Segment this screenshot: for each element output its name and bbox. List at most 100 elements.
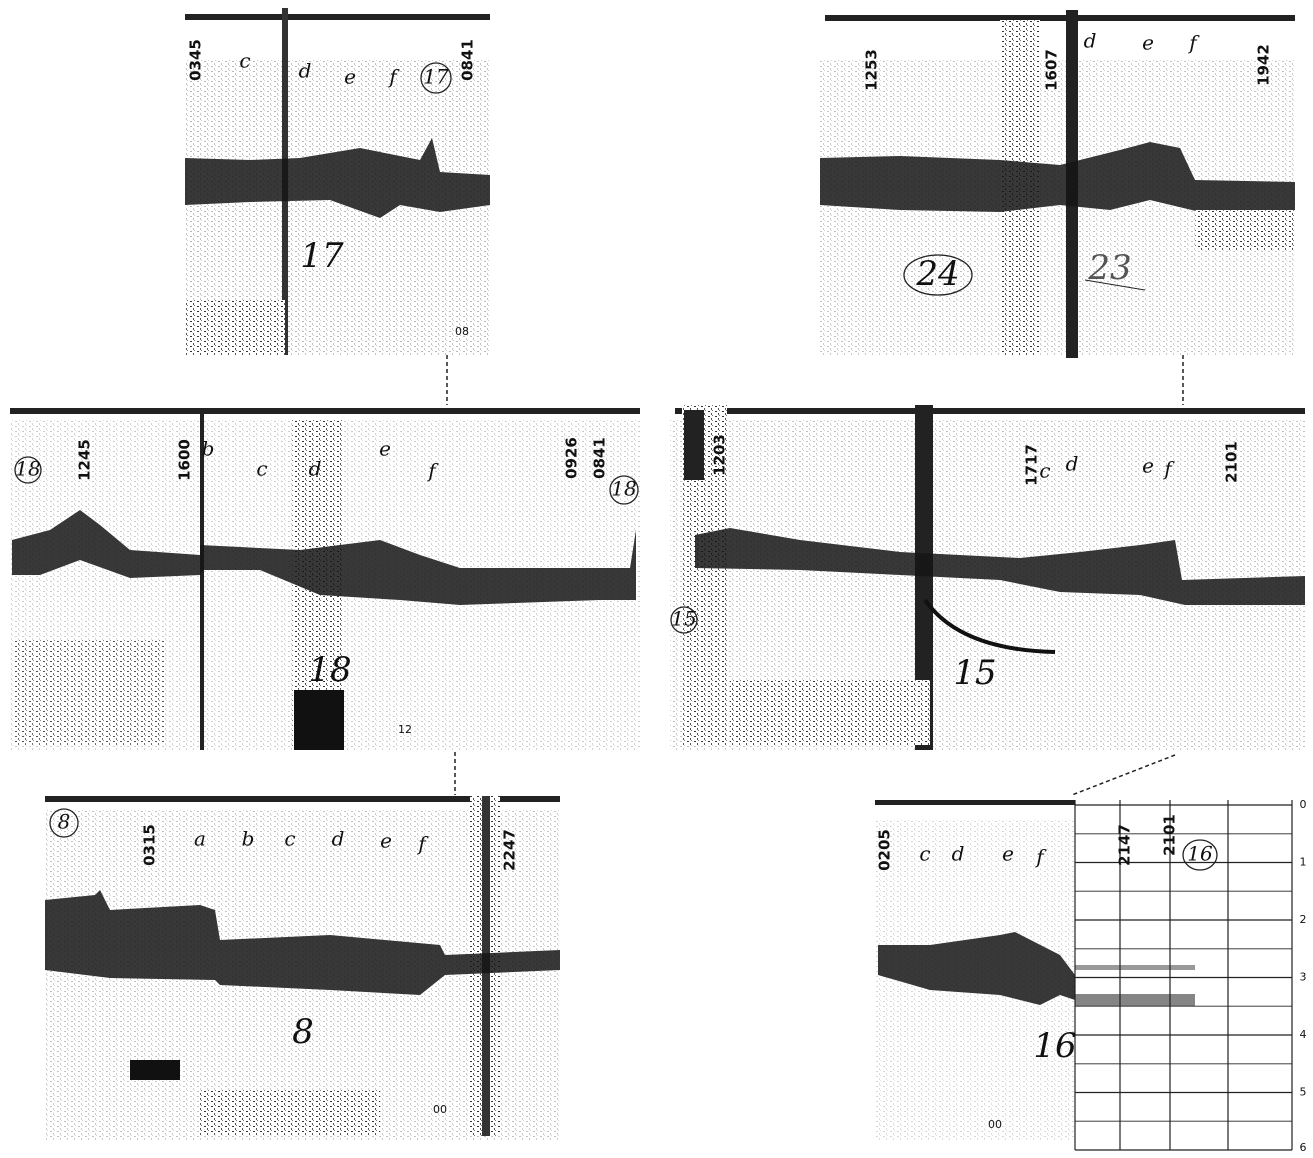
panel-circled-label: 8 <box>58 810 71 834</box>
reflector <box>1075 965 1195 970</box>
seafloor-reflector <box>878 932 1075 1005</box>
time-label: 2101 <box>1161 814 1179 856</box>
depth-label: 0 <box>1300 798 1307 811</box>
letter: e <box>379 437 391 461</box>
top-bar <box>10 408 640 414</box>
seafloor-reflector <box>12 510 636 605</box>
letter: c <box>239 49 250 73</box>
panel-circled-label: 17 <box>423 65 449 89</box>
letter: c <box>284 827 295 851</box>
letter: d <box>1084 29 1097 53</box>
ring <box>1182 839 1218 871</box>
time-label: 0345 <box>187 39 205 81</box>
noise <box>130 1060 180 1080</box>
noise <box>730 680 930 745</box>
top-bar <box>185 14 490 20</box>
noise <box>15 640 165 745</box>
depth-label: 6 <box>1300 1141 1307 1154</box>
noise <box>294 690 344 750</box>
depth-grid <box>1074 800 1293 1151</box>
letter: d <box>299 59 312 83</box>
noise <box>684 410 704 480</box>
depth-label: 5 <box>1300 1086 1307 1099</box>
time-label: 2101 <box>1223 441 1241 483</box>
time-label: 0841 <box>459 39 477 81</box>
panel-number: 17 <box>300 236 344 276</box>
seafloor-reflector <box>185 138 490 218</box>
panel-circled-label: 16 <box>1187 842 1213 866</box>
time-label: 1942 <box>1255 44 1273 86</box>
letter: e <box>380 829 392 853</box>
marker-line <box>200 408 204 750</box>
panel-circled-label: 18 <box>15 457 40 481</box>
top-bar <box>875 800 1075 805</box>
panel: 15 1203 1717 2101 c d e f 15 <box>670 405 1305 750</box>
panel-circled-label: 18 <box>611 477 636 501</box>
top-bar <box>45 796 560 802</box>
ring <box>49 808 79 838</box>
letter: c <box>919 842 930 866</box>
time-label: 0926 <box>563 437 581 479</box>
seafloor-reflector <box>695 528 1305 605</box>
ring <box>670 606 698 634</box>
scale-mark: 08 <box>455 325 469 338</box>
depth-label: 3 <box>1300 971 1307 984</box>
letter: e <box>344 65 356 89</box>
letter: b <box>242 827 255 851</box>
letter: d <box>952 842 965 866</box>
time-label: 2147 <box>1116 824 1134 866</box>
seafloor-reflector <box>820 142 1295 215</box>
ring <box>903 254 973 296</box>
ring <box>14 456 42 484</box>
panel-number: 16 <box>1033 1026 1076 1066</box>
letter: c <box>1039 459 1050 483</box>
top-bar <box>675 408 1305 414</box>
time-label: 1607 <box>1043 49 1061 91</box>
connector <box>1071 754 1176 796</box>
noise <box>185 300 285 355</box>
ring <box>609 475 639 505</box>
time-label: 0315 <box>141 824 159 866</box>
depth-label: 2 <box>1300 913 1307 926</box>
time-label: 0205 <box>876 829 894 871</box>
scale-mark: 00 <box>988 1118 1002 1131</box>
scale-mark: 00 <box>433 1103 447 1116</box>
top-bar <box>825 15 1295 21</box>
noise <box>200 1090 380 1135</box>
letter: c <box>256 457 267 481</box>
strike <box>1084 279 1146 291</box>
letter: f <box>1187 31 1200 55</box>
panel-number: 18 <box>308 650 351 690</box>
time-label: 1203 <box>711 434 729 476</box>
reflector <box>1075 994 1195 1006</box>
panel: 18 1245 1600 0926 0841 b c d e f 18 18 1… <box>10 408 640 750</box>
hyperbola <box>923 598 1056 654</box>
seafloor-reflector <box>45 890 560 995</box>
time-label: 0841 <box>591 437 609 479</box>
time-label: 1253 <box>863 49 881 91</box>
letter: e <box>1002 842 1014 866</box>
time-label: 1600 <box>176 439 194 481</box>
time-label: 1245 <box>76 439 94 481</box>
letter: a <box>194 827 206 851</box>
panel-circled-label: 24 <box>915 254 959 294</box>
ring <box>420 62 452 94</box>
letter: d <box>332 827 345 851</box>
panel: 8 0315 2247 a b c d e f 8 00 <box>45 796 560 1140</box>
depth-label: 1 <box>1300 856 1307 869</box>
panel-number: 15 <box>953 653 996 693</box>
panel-circled-label: 15 <box>671 607 696 631</box>
panel: 1253 1607 1942 d e f 24 23 <box>820 10 1295 358</box>
letter: d <box>1066 452 1079 476</box>
noise <box>1195 210 1295 250</box>
time-label: 2247 <box>501 829 519 871</box>
scale-mark: 12 <box>398 723 412 736</box>
panel: 0345 0841 c d e f 17 17 08 <box>185 8 490 355</box>
marker-line <box>915 405 933 750</box>
letter: e <box>1142 454 1154 478</box>
letter: e <box>1142 31 1154 55</box>
panel: 0205 2147 2101 c d e f 16 16 00 <box>875 800 1293 1151</box>
letter: b <box>202 437 215 461</box>
time-label: 1717 <box>1023 444 1041 486</box>
